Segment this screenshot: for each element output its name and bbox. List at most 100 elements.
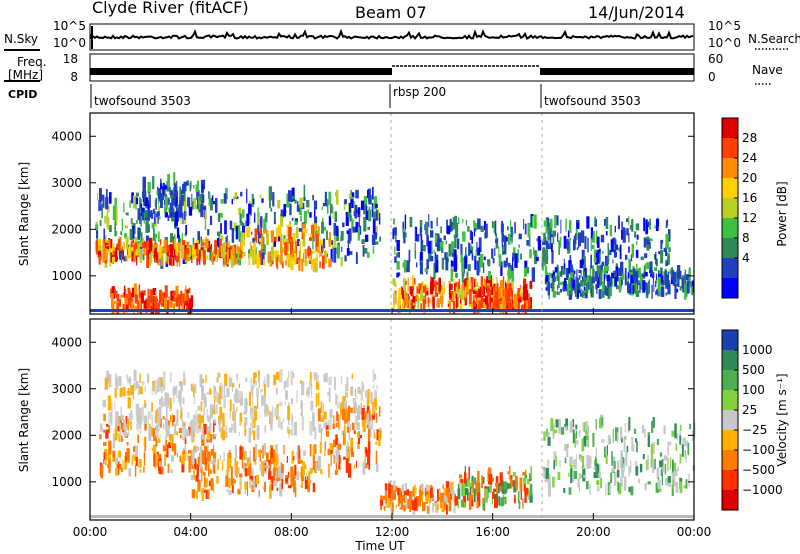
heatmap-cell xyxy=(101,203,103,219)
x-tick-label: 04:00 xyxy=(173,525,208,539)
heatmap-cell xyxy=(280,472,284,482)
heatmap-cell xyxy=(474,223,478,230)
heatmap-cell xyxy=(427,240,431,254)
heatmap-cell xyxy=(426,259,429,269)
heatmap-cell xyxy=(258,238,262,242)
heatmap-cell xyxy=(153,233,157,239)
heatmap-cell xyxy=(178,204,182,218)
heatmap-cell xyxy=(178,252,181,267)
heatmap-cell xyxy=(402,301,404,311)
heatmap-cell xyxy=(608,284,613,297)
heatmap-cell xyxy=(483,262,485,273)
heatmap-cell xyxy=(323,422,326,428)
heatmap-cell xyxy=(118,298,122,304)
colorbar-tick-label: 28 xyxy=(742,131,757,145)
heatmap-cell xyxy=(420,234,423,245)
heatmap-cell xyxy=(577,233,580,249)
heatmap-cell xyxy=(529,494,533,503)
heatmap-cell xyxy=(233,394,237,402)
heatmap-cell xyxy=(450,260,454,267)
heatmap-cell xyxy=(377,209,380,218)
heatmap-cell xyxy=(110,411,113,426)
heatmap-cell xyxy=(271,448,273,458)
heatmap-cell xyxy=(196,463,199,477)
heatmap-cell xyxy=(438,496,440,501)
heatmap-cell xyxy=(468,466,470,480)
heatmap-cell xyxy=(167,259,170,264)
heatmap-cell xyxy=(631,243,634,258)
heatmap-cell xyxy=(513,247,516,259)
heatmap-cell xyxy=(103,429,105,433)
heatmap-cell xyxy=(216,404,218,414)
heatmap-cell xyxy=(392,278,396,285)
heatmap-cell xyxy=(478,288,482,298)
heatmap-cell xyxy=(482,299,486,308)
heatmap-cell xyxy=(517,490,520,503)
heatmap-cell xyxy=(321,206,323,210)
heatmap-cell xyxy=(344,424,346,434)
heatmap-cell xyxy=(371,203,374,218)
heatmap-cell xyxy=(612,273,616,279)
heatmap-cell xyxy=(157,411,160,416)
heatmap-cell xyxy=(237,250,240,260)
heatmap-cell xyxy=(240,191,243,197)
heatmap-cell xyxy=(519,284,522,291)
heatmap-cell xyxy=(202,184,204,191)
heatmap-cell xyxy=(488,271,491,280)
heatmap-cell xyxy=(317,375,319,383)
heatmap-cell xyxy=(144,241,146,248)
nsearch-label: N.Search xyxy=(748,32,800,46)
heatmap-cell xyxy=(228,489,232,496)
heatmap-cell xyxy=(235,225,238,240)
heatmap-cell xyxy=(251,250,255,257)
heatmap-cell xyxy=(288,230,291,244)
heatmap-cell xyxy=(609,283,611,288)
heatmap-cell xyxy=(113,247,116,251)
heatmap-cell xyxy=(263,229,266,234)
heatmap-cell xyxy=(125,304,128,311)
heatmap-cell xyxy=(326,230,328,240)
heatmap-cell xyxy=(180,290,183,306)
heatmap-cell xyxy=(383,506,386,511)
heatmap-cell xyxy=(428,214,430,228)
heatmap-cell xyxy=(147,373,150,383)
heatmap-cell xyxy=(618,482,622,495)
heatmap-cell xyxy=(397,487,400,496)
heatmap-cell xyxy=(227,241,230,248)
heatmap-cell xyxy=(525,487,529,495)
heatmap-cell xyxy=(610,472,613,483)
heatmap-cell xyxy=(106,217,110,228)
heatmap-cell xyxy=(196,255,198,266)
heatmap-cell xyxy=(664,455,668,459)
heatmap-cell xyxy=(213,385,215,398)
heatmap-cell xyxy=(199,452,201,467)
heatmap-cell xyxy=(492,277,494,287)
station-title: Clyde River (fitACF) xyxy=(92,0,249,17)
heatmap-cell xyxy=(294,464,297,476)
heatmap-cell xyxy=(143,451,146,466)
colorbar-tick-label: 1000 xyxy=(742,343,773,357)
heatmap-cell xyxy=(415,294,418,300)
heatmap-cell xyxy=(621,463,625,478)
heatmap-cell xyxy=(350,407,353,413)
heatmap-cell xyxy=(339,404,342,420)
heatmap-cell xyxy=(649,261,653,273)
heatmap-cell xyxy=(569,456,573,465)
heatmap-cell xyxy=(552,230,555,244)
heatmap-cell xyxy=(476,492,481,507)
heatmap-cell xyxy=(615,285,620,290)
cpid-segment-1: twofsound 3503 xyxy=(94,94,191,108)
heatmap-cell xyxy=(364,453,366,463)
heatmap-cell xyxy=(501,223,504,238)
heatmap-cell xyxy=(646,262,650,270)
heatmap-cell xyxy=(554,214,557,229)
heatmap-cell xyxy=(436,505,439,511)
heatmap-cell xyxy=(273,472,276,481)
heatmap-cell xyxy=(302,461,305,476)
heatmap-cell xyxy=(518,500,521,509)
heatmap-cell xyxy=(612,237,616,244)
heatmap-cell xyxy=(212,460,216,473)
heatmap-cell xyxy=(196,190,200,200)
heatmap-cell xyxy=(127,247,131,258)
nave-label: Nave xyxy=(752,63,783,77)
